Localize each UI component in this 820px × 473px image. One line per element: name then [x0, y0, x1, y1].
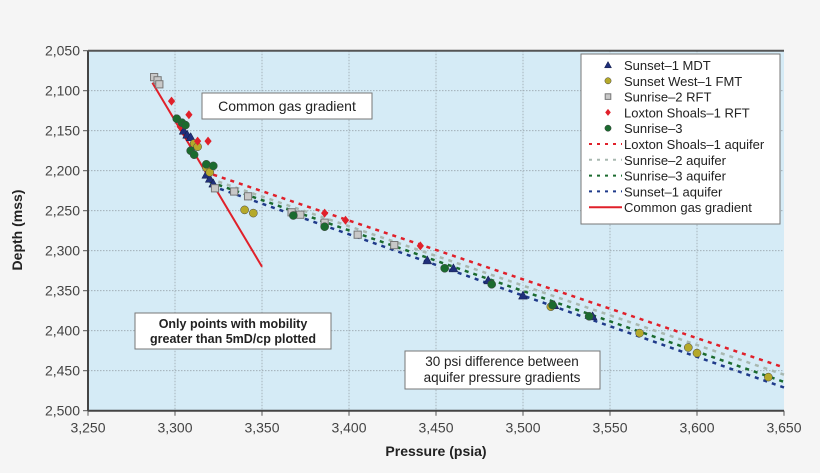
x-tick-label: 3,400	[331, 420, 366, 436]
y-axis-label: Depth (mss)	[9, 190, 25, 271]
data-point	[181, 120, 190, 130]
data-point	[321, 208, 329, 218]
data-point	[353, 230, 362, 239]
line-sunset-1-aquifer	[211, 184, 785, 389]
x-axis-label: Pressure (psia)	[385, 443, 486, 459]
y-tick-label: 2,150	[45, 123, 80, 139]
data-point	[243, 192, 253, 201]
data-point	[185, 132, 196, 141]
line-loxton-shoals-1-aquifer	[212, 173, 785, 369]
data-point	[249, 208, 258, 218]
legend-marker	[604, 77, 612, 85]
x-tick-label: 3,350	[244, 420, 279, 436]
annotation-box	[201, 92, 373, 120]
x-tick-label: 3,450	[418, 420, 453, 436]
data-point	[635, 328, 644, 338]
data-point	[416, 241, 424, 251]
legend-marker	[604, 93, 612, 100]
series-sunrise-2-rft	[150, 73, 399, 250]
data-point	[390, 241, 399, 250]
legend-item: Sunrise–2 RFT	[604, 90, 711, 105]
data-point	[584, 312, 594, 321]
y-tick-label: 2,400	[45, 323, 80, 339]
data-point	[155, 80, 164, 89]
legend-marker	[604, 124, 612, 132]
data-point	[440, 264, 450, 273]
legend-label: Sunrise–3 aquifer	[624, 169, 727, 184]
x-tick-label: 3,250	[70, 420, 105, 436]
y-tick-label: 2,050	[45, 43, 80, 59]
data-point	[548, 300, 557, 310]
data-point	[189, 150, 199, 159]
data-point	[240, 205, 249, 215]
legend-item: Sunrise–2 aquifer	[589, 153, 727, 168]
data-point	[210, 184, 220, 193]
y-tick-label: 2,200	[45, 163, 80, 179]
legend-item: Sunset–1 MDT	[604, 58, 711, 73]
legend-label: Sunset West–1 FMT	[624, 74, 742, 89]
data-point	[448, 263, 459, 273]
legend-label: Sunrise–2 RFT	[624, 90, 711, 105]
y-tick-label: 2,350	[45, 283, 80, 299]
annotation-30psi-difference: 30 psi difference between	[425, 354, 579, 369]
data-point	[487, 280, 496, 289]
legend-item: Common gas gradient	[589, 200, 752, 215]
legend-item: Sunrise–3 aquifer	[589, 169, 727, 184]
legend-marker	[604, 60, 612, 69]
legend-item: Sunset–1 aquifer	[589, 184, 723, 199]
annotation-mobility-note: greater than 5mD/cp plotted	[150, 332, 316, 346]
x-tick-label: 3,650	[766, 420, 801, 436]
y-tick-label: 2,300	[45, 243, 80, 259]
legend-label: Sunset–1 MDT	[624, 58, 711, 73]
y-tick-label: 2,500	[45, 403, 80, 419]
data-point	[194, 136, 202, 146]
data-point	[204, 173, 215, 183]
legend-label: Sunrise–2 aquifer	[624, 153, 727, 168]
y-tick-label: 2,100	[45, 83, 80, 99]
x-tick-label: 3,550	[592, 420, 627, 436]
legend-label: Common gas gradient	[624, 200, 752, 215]
data-point	[208, 161, 218, 171]
data-point	[185, 110, 193, 120]
data-point	[230, 187, 239, 196]
annotation-common-gas-gradient: Common gas gradient	[218, 98, 356, 114]
annotation-box	[134, 312, 332, 350]
x-tick-label: 3,500	[505, 420, 540, 436]
data-point	[692, 348, 702, 358]
data-point	[422, 255, 433, 265]
data-point	[289, 211, 298, 220]
legend-box	[580, 53, 781, 225]
legend-item: Loxton Shoals–1 RFT	[605, 105, 750, 120]
series-sunrise-3	[172, 114, 594, 321]
annotation-mobility-note: Only points with mobility	[159, 317, 308, 331]
legend-item: Sunset West–1 FMT	[604, 74, 742, 89]
data-point	[684, 343, 693, 352]
legend-item: Sunrise–3	[604, 121, 683, 136]
annotation-box	[404, 350, 601, 390]
legend-label: Loxton Shoals–1 aquifer	[624, 137, 765, 152]
legend-marker	[605, 108, 611, 116]
line-sunrise-2-aquifer	[209, 177, 785, 376]
x-tick-label: 3,600	[679, 420, 714, 436]
data-point	[202, 160, 211, 169]
data-point	[204, 136, 212, 146]
x-tick-label: 3,300	[157, 420, 192, 436]
data-point	[167, 96, 176, 106]
data-point	[296, 210, 305, 219]
y-tick-label: 2,450	[45, 363, 80, 379]
legend-label: Sunset–1 aquifer	[624, 184, 723, 199]
legend-item: Loxton Shoals–1 aquifer	[589, 137, 765, 152]
legend-label: Loxton Shoals–1 RFT	[624, 105, 750, 120]
annotation-30psi-difference: aquifer pressure gradients	[424, 370, 581, 385]
data-point	[518, 290, 528, 300]
data-point	[320, 222, 329, 231]
data-point	[764, 372, 773, 382]
data-point	[341, 215, 350, 225]
legend-label: Sunrise–3	[624, 121, 683, 136]
y-tick-label: 2,250	[45, 203, 80, 219]
